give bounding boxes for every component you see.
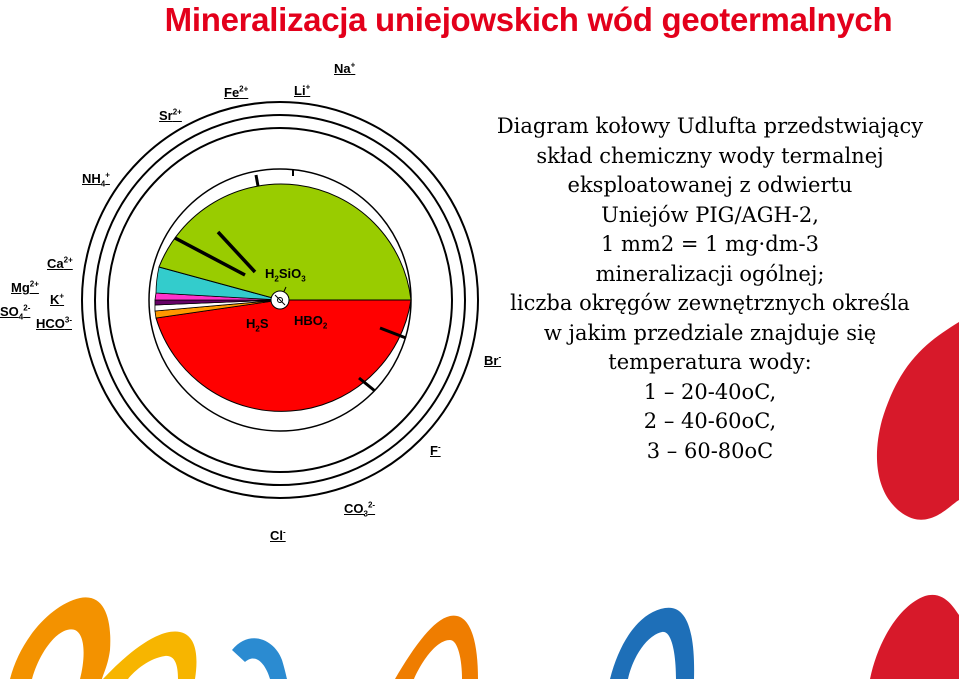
- mg-ion-label: Mg2+: [11, 279, 39, 295]
- description-line: 2 – 40-60oC,: [643, 409, 777, 433]
- h2sio3-label: H2SiO3: [265, 266, 306, 284]
- description-line: temperatura wody:: [608, 350, 812, 374]
- hco3-ion-label: HCO3-: [36, 315, 73, 331]
- description-line: 1 – 20-40oC,: [643, 379, 777, 404]
- k-ion-label: K+: [50, 291, 65, 307]
- sr-divider-line: [174, 236, 246, 277]
- description-line: eksploatowanej z odwiertu: [567, 173, 853, 197]
- outer-ring-1: [107, 127, 453, 473]
- description-line: 1 mm2 = 1 mg·dm-3: [600, 232, 820, 256]
- orange-swoosh-left: [10, 597, 111, 679]
- br-ion-label: Br-: [484, 352, 502, 368]
- br-tick: [379, 326, 407, 340]
- center-needle: [274, 294, 286, 306]
- outer-ring-2: [94, 114, 466, 486]
- description-line: Diagram kołowy Udlufta przedstwiający: [496, 114, 924, 138]
- li-ion-label: Li+: [294, 82, 311, 98]
- li-tick: [254, 174, 260, 187]
- f-ion-label: F-: [430, 442, 441, 458]
- description-line: skład chemiczny wody termalnej: [536, 143, 884, 168]
- hbo2-label: HBO2: [294, 313, 328, 331]
- blue-swoosh: [232, 638, 287, 679]
- na-ion-label: Na+: [334, 60, 356, 76]
- yellow-swoosh: [103, 631, 197, 679]
- outer-ring-3: [81, 101, 479, 499]
- f-tick: [358, 376, 376, 393]
- blue-swoosh-right: [610, 607, 695, 679]
- diagram-description: Diagram kołowy Udlufta przedstwiający sk…: [478, 112, 942, 466]
- na-segment: [158, 183, 412, 301]
- cl-ion-label: Cl-: [270, 527, 286, 543]
- sr-ion-label: Sr2+: [159, 107, 182, 123]
- orange-swoosh-center: [395, 615, 478, 679]
- so4-ion-label: SO42-: [0, 303, 31, 322]
- description-line: liczba okręgów zewnętrznych określa: [510, 291, 910, 315]
- description-line: mineralizacji ogólnej;: [595, 261, 825, 286]
- udluft-diagram: [81, 101, 479, 499]
- center-dot: [277, 297, 283, 303]
- fe-divider-line: [216, 230, 257, 274]
- nh4-ion-label: NH4+: [82, 170, 110, 189]
- h2s-label: H2S: [246, 316, 269, 334]
- description-line: Uniejów PIG/AGH-2,: [601, 202, 819, 227]
- description-line: 3 – 60-80oC: [646, 438, 774, 463]
- fe-ion-label: Fe2+: [224, 84, 249, 100]
- co3-ion-label: CO32-: [344, 500, 376, 519]
- red-swoosh-bottom-right: [870, 594, 959, 679]
- description-line: w jakim przedziale znajduje się: [543, 320, 877, 345]
- ca-ion-label: Ca2+: [47, 255, 73, 271]
- page-title: Mineralizacja uniejowskich wód geotermal…: [164, 1, 893, 38]
- cl-segment: [155, 299, 412, 412]
